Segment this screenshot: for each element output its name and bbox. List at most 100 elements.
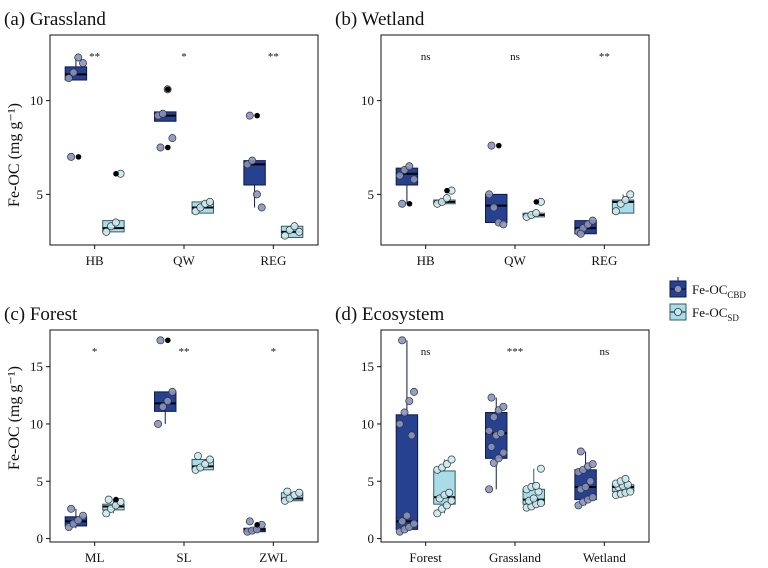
data-point-cbd [410,387,419,396]
data-point-sd [102,227,111,236]
significance-label: ** [89,51,100,63]
data-point-cbd [494,454,503,463]
y-tick-label: 10 [30,416,43,431]
data-point-cbd [245,111,254,120]
significance-label: ns [421,51,431,63]
outlier-point [113,170,119,177]
outlier-point [254,112,260,119]
data-point-cbd [489,203,498,212]
data-point-cbd [499,402,508,411]
data-point-cbd [576,229,585,238]
data-point-cbd [410,519,419,528]
x-tick-label: REG [591,253,617,268]
significance-label: ns [599,346,609,358]
data-point-cbd [485,426,494,435]
data-point-sd [621,196,630,204]
significance-label: ** [268,51,279,63]
data-point-cbd [67,504,76,513]
data-point-cbd [588,460,597,469]
y-tick-label: 5 [37,474,44,489]
data-point-cbd [79,59,88,68]
y-tick-label: 5 [37,187,44,202]
panel-frame [49,329,319,543]
data-point-sd [290,222,299,231]
x-tick-label: ML [85,550,105,565]
data-point-sd [611,207,620,216]
outlier-point [165,337,171,344]
data-point-cbd [576,447,585,456]
data-point-cbd [395,420,404,428]
outlier-point [113,496,119,503]
data-point-sd [447,496,456,505]
data-point-sd [280,231,289,240]
data-point-sd [621,475,630,483]
data-point-cbd [586,477,595,486]
significance-label: * [92,346,98,358]
legend-label-cbd: Fe-OCCBD [692,282,746,300]
y-tick-label: 10 [30,93,43,108]
data-point-cbd [487,141,496,150]
y-tick-label: 15 [30,359,43,374]
legend-item-cbd: Fe-OCCBD [669,277,746,300]
x-tick-label: ZWL [259,550,287,565]
data-point-cbd [156,143,165,152]
panel-title: (d) Ecosystem [335,304,444,325]
data-point-cbd [485,485,494,494]
significance-label: ns [510,51,520,63]
data-point-cbd [407,431,416,440]
data-point-cbd [489,458,498,467]
outlier-point [254,522,260,528]
data-point-cbd [405,397,414,405]
x-tick-label: QW [504,253,526,268]
panel-frame [380,329,650,543]
y-tick-label: 10 [361,416,374,431]
panel-frame [49,34,319,246]
data-point-cbd [395,171,404,180]
y-tick-label: 5 [368,474,375,489]
data-point-cbd [253,190,261,199]
data-point-cbd [64,74,73,83]
data-point-cbd [156,336,165,345]
data-point-sd [194,452,202,461]
outlier-point [165,86,171,93]
data-point-cbd [74,516,83,525]
data-point-sd [102,509,111,518]
significance-label: *** [507,346,524,358]
legend-point-sd [674,307,683,316]
data-point-cbd [69,68,78,77]
data-point-sd [536,499,545,507]
data-point-sd [445,488,454,497]
data-point-sd [295,227,304,236]
data-point-cbd [410,175,419,184]
significance-label: ns [421,346,431,358]
legend-item-sd: Fe-OCSD [669,303,739,323]
data-point-sd [536,464,545,473]
legend-label-sd: Fe-OCSD [692,305,739,323]
data-point-sd [442,460,451,469]
x-tick-label: QW [173,253,195,268]
data-point-cbd [485,190,494,199]
y-tick-label: 5 [368,187,375,202]
data-point-cbd [581,483,590,491]
y-tick-label: 0 [37,531,44,546]
data-point-cbd [79,511,88,520]
data-point-cbd [168,134,177,143]
data-point-sd [205,197,214,206]
data-point-sd [442,194,451,203]
data-point-sd [295,488,304,497]
significance-label: ** [179,346,190,358]
x-tick-label: HB [417,253,435,268]
data-point-sd [201,460,210,469]
data-point-cbd [489,413,498,422]
x-tick-label: SL [176,550,191,565]
outlier-point [444,187,450,194]
data-point-sd [283,487,292,496]
data-point-sd [529,494,538,503]
significance-label: * [181,51,187,63]
legend-point-cbd [674,284,683,293]
panel-title: (b) Wetland [335,9,425,30]
data-point-sd [433,509,442,518]
outlier-point [406,200,413,207]
